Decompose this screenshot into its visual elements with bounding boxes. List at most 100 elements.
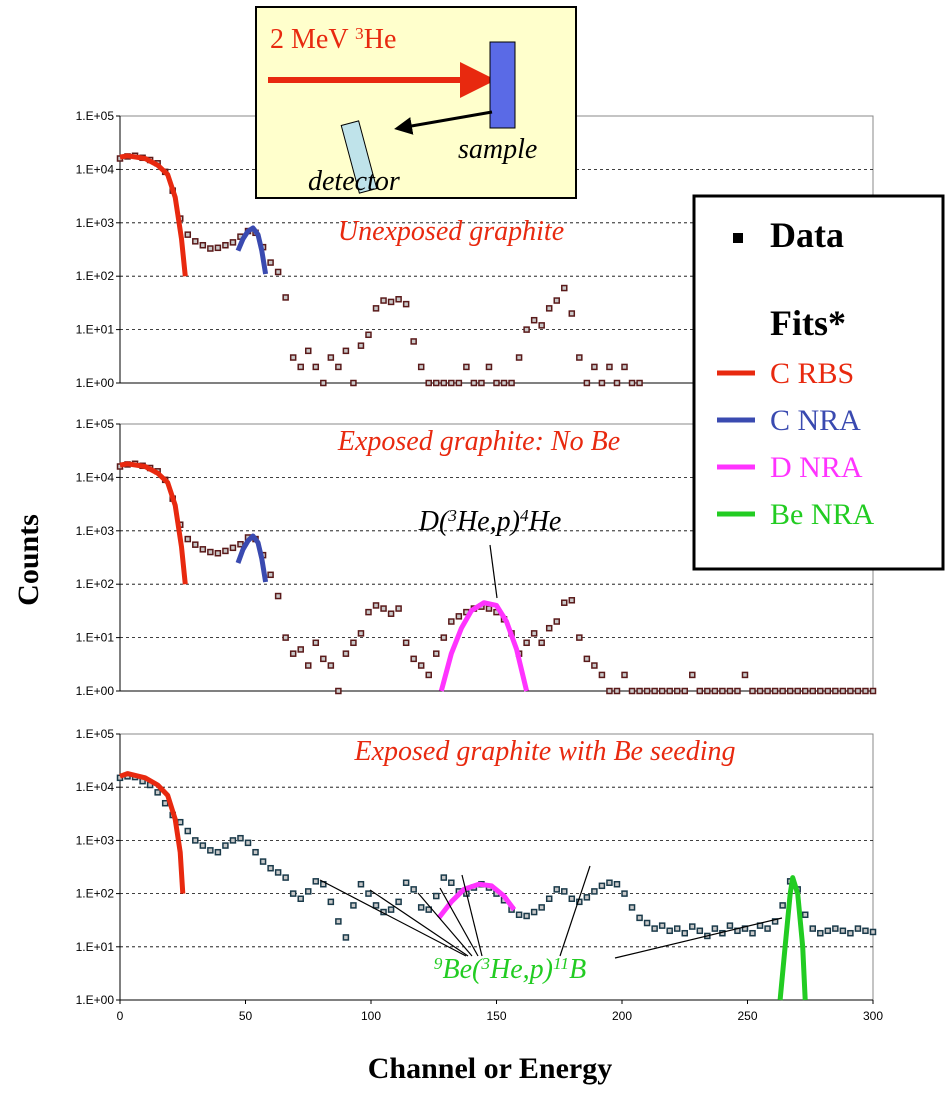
data-point	[312, 363, 320, 371]
y-tick-label: 1.E+01	[76, 631, 115, 645]
data-point	[508, 379, 515, 387]
data-point	[350, 379, 357, 387]
x-tick-label: 150	[486, 1009, 506, 1023]
data-point	[342, 650, 350, 657]
data-point	[764, 687, 771, 695]
y-tick-label: 1.E+03	[76, 833, 115, 847]
panel-annotation: Exposed graphite with Be seeding	[353, 736, 735, 767]
data-point	[252, 848, 259, 856]
y-tick-label: 1.E+00	[76, 993, 115, 1007]
data-point	[214, 244, 222, 252]
data-point	[395, 898, 402, 906]
data-point	[568, 310, 576, 317]
text-segment: 9	[434, 954, 443, 973]
data-point	[862, 687, 869, 695]
data-point	[591, 363, 598, 371]
data-point	[817, 687, 824, 695]
data-point	[764, 925, 771, 932]
data-point	[274, 592, 282, 600]
data-point	[463, 363, 470, 371]
text-segment: 2 MeV	[270, 24, 355, 55]
data-point	[636, 914, 643, 922]
fit-line	[119, 461, 188, 585]
data-point	[553, 618, 560, 625]
data-point	[440, 379, 448, 387]
data-point	[756, 687, 764, 695]
fit-line	[777, 875, 808, 1001]
data-point	[380, 297, 387, 304]
data-point	[824, 687, 832, 695]
data-point	[214, 549, 222, 557]
data-point	[666, 687, 673, 695]
data-point	[606, 363, 613, 371]
y-tick-label: 1.E+05	[76, 417, 115, 431]
data-point	[387, 906, 395, 913]
data-point	[598, 882, 606, 890]
data-point	[229, 239, 237, 246]
data-point	[222, 547, 229, 555]
x-axis-label: Channel or Energy	[368, 1052, 612, 1085]
reaction-label: D(3He,p)4He	[418, 506, 562, 538]
detector-shape	[340, 120, 378, 194]
data-point	[350, 902, 357, 909]
data-point	[583, 894, 591, 901]
data-point	[365, 890, 372, 897]
text-segment: He	[528, 506, 562, 537]
data-point	[711, 687, 719, 695]
data-point	[335, 363, 342, 371]
data-point	[222, 842, 229, 849]
data-point	[199, 546, 207, 553]
data-point	[553, 886, 560, 893]
data-point	[545, 305, 553, 312]
data-point	[387, 298, 395, 306]
data-point	[869, 687, 877, 695]
fit-line	[436, 881, 517, 920]
legend-label: D NRA	[770, 451, 863, 484]
data-point	[410, 886, 417, 893]
data-point	[478, 379, 485, 387]
x-tick-label: 250	[737, 1009, 757, 1023]
text-segment: D(	[418, 506, 450, 537]
data-point	[372, 902, 380, 909]
data-point	[335, 918, 342, 925]
data-point	[598, 379, 606, 387]
data-point	[545, 895, 553, 903]
text-segment: He,p)	[489, 954, 553, 985]
fit-line	[438, 600, 530, 692]
y-tick-label: 1.E+04	[76, 162, 115, 176]
data-point	[327, 354, 335, 361]
beam-label: 2 MeV 3He	[270, 24, 396, 56]
legend-box	[692, 194, 945, 571]
text-segment: Be(	[442, 954, 483, 985]
fit-line	[235, 533, 269, 583]
data-point	[749, 687, 756, 695]
data-point	[305, 347, 312, 355]
data-point	[553, 297, 560, 304]
y-tick-label: 1.E+05	[76, 109, 115, 123]
reaction-label: 9Be(3He,p)11B	[434, 954, 586, 986]
data-point	[282, 874, 289, 881]
data-point	[192, 238, 199, 245]
data-point	[847, 929, 854, 937]
data-point	[523, 912, 530, 920]
data-point	[591, 662, 598, 669]
data-point	[515, 354, 523, 361]
data-point	[192, 837, 199, 844]
data-point	[515, 911, 523, 919]
data-point	[538, 639, 545, 647]
y-tick-label: 1.E+04	[76, 470, 115, 484]
data-point	[621, 363, 628, 371]
data-point	[726, 922, 734, 929]
data-point	[493, 379, 500, 387]
data-point	[719, 687, 726, 695]
data-point	[545, 624, 553, 632]
legend-label: C RBS	[770, 357, 854, 390]
data-point	[561, 888, 568, 895]
data-point	[433, 379, 440, 387]
panel-annotation: Unexposed graphite	[338, 216, 564, 247]
plot-area	[119, 733, 874, 1001]
data-point	[267, 259, 274, 266]
data-point	[568, 895, 576, 903]
data-point	[485, 363, 493, 371]
y-tick-label: 1.E+01	[76, 323, 115, 337]
